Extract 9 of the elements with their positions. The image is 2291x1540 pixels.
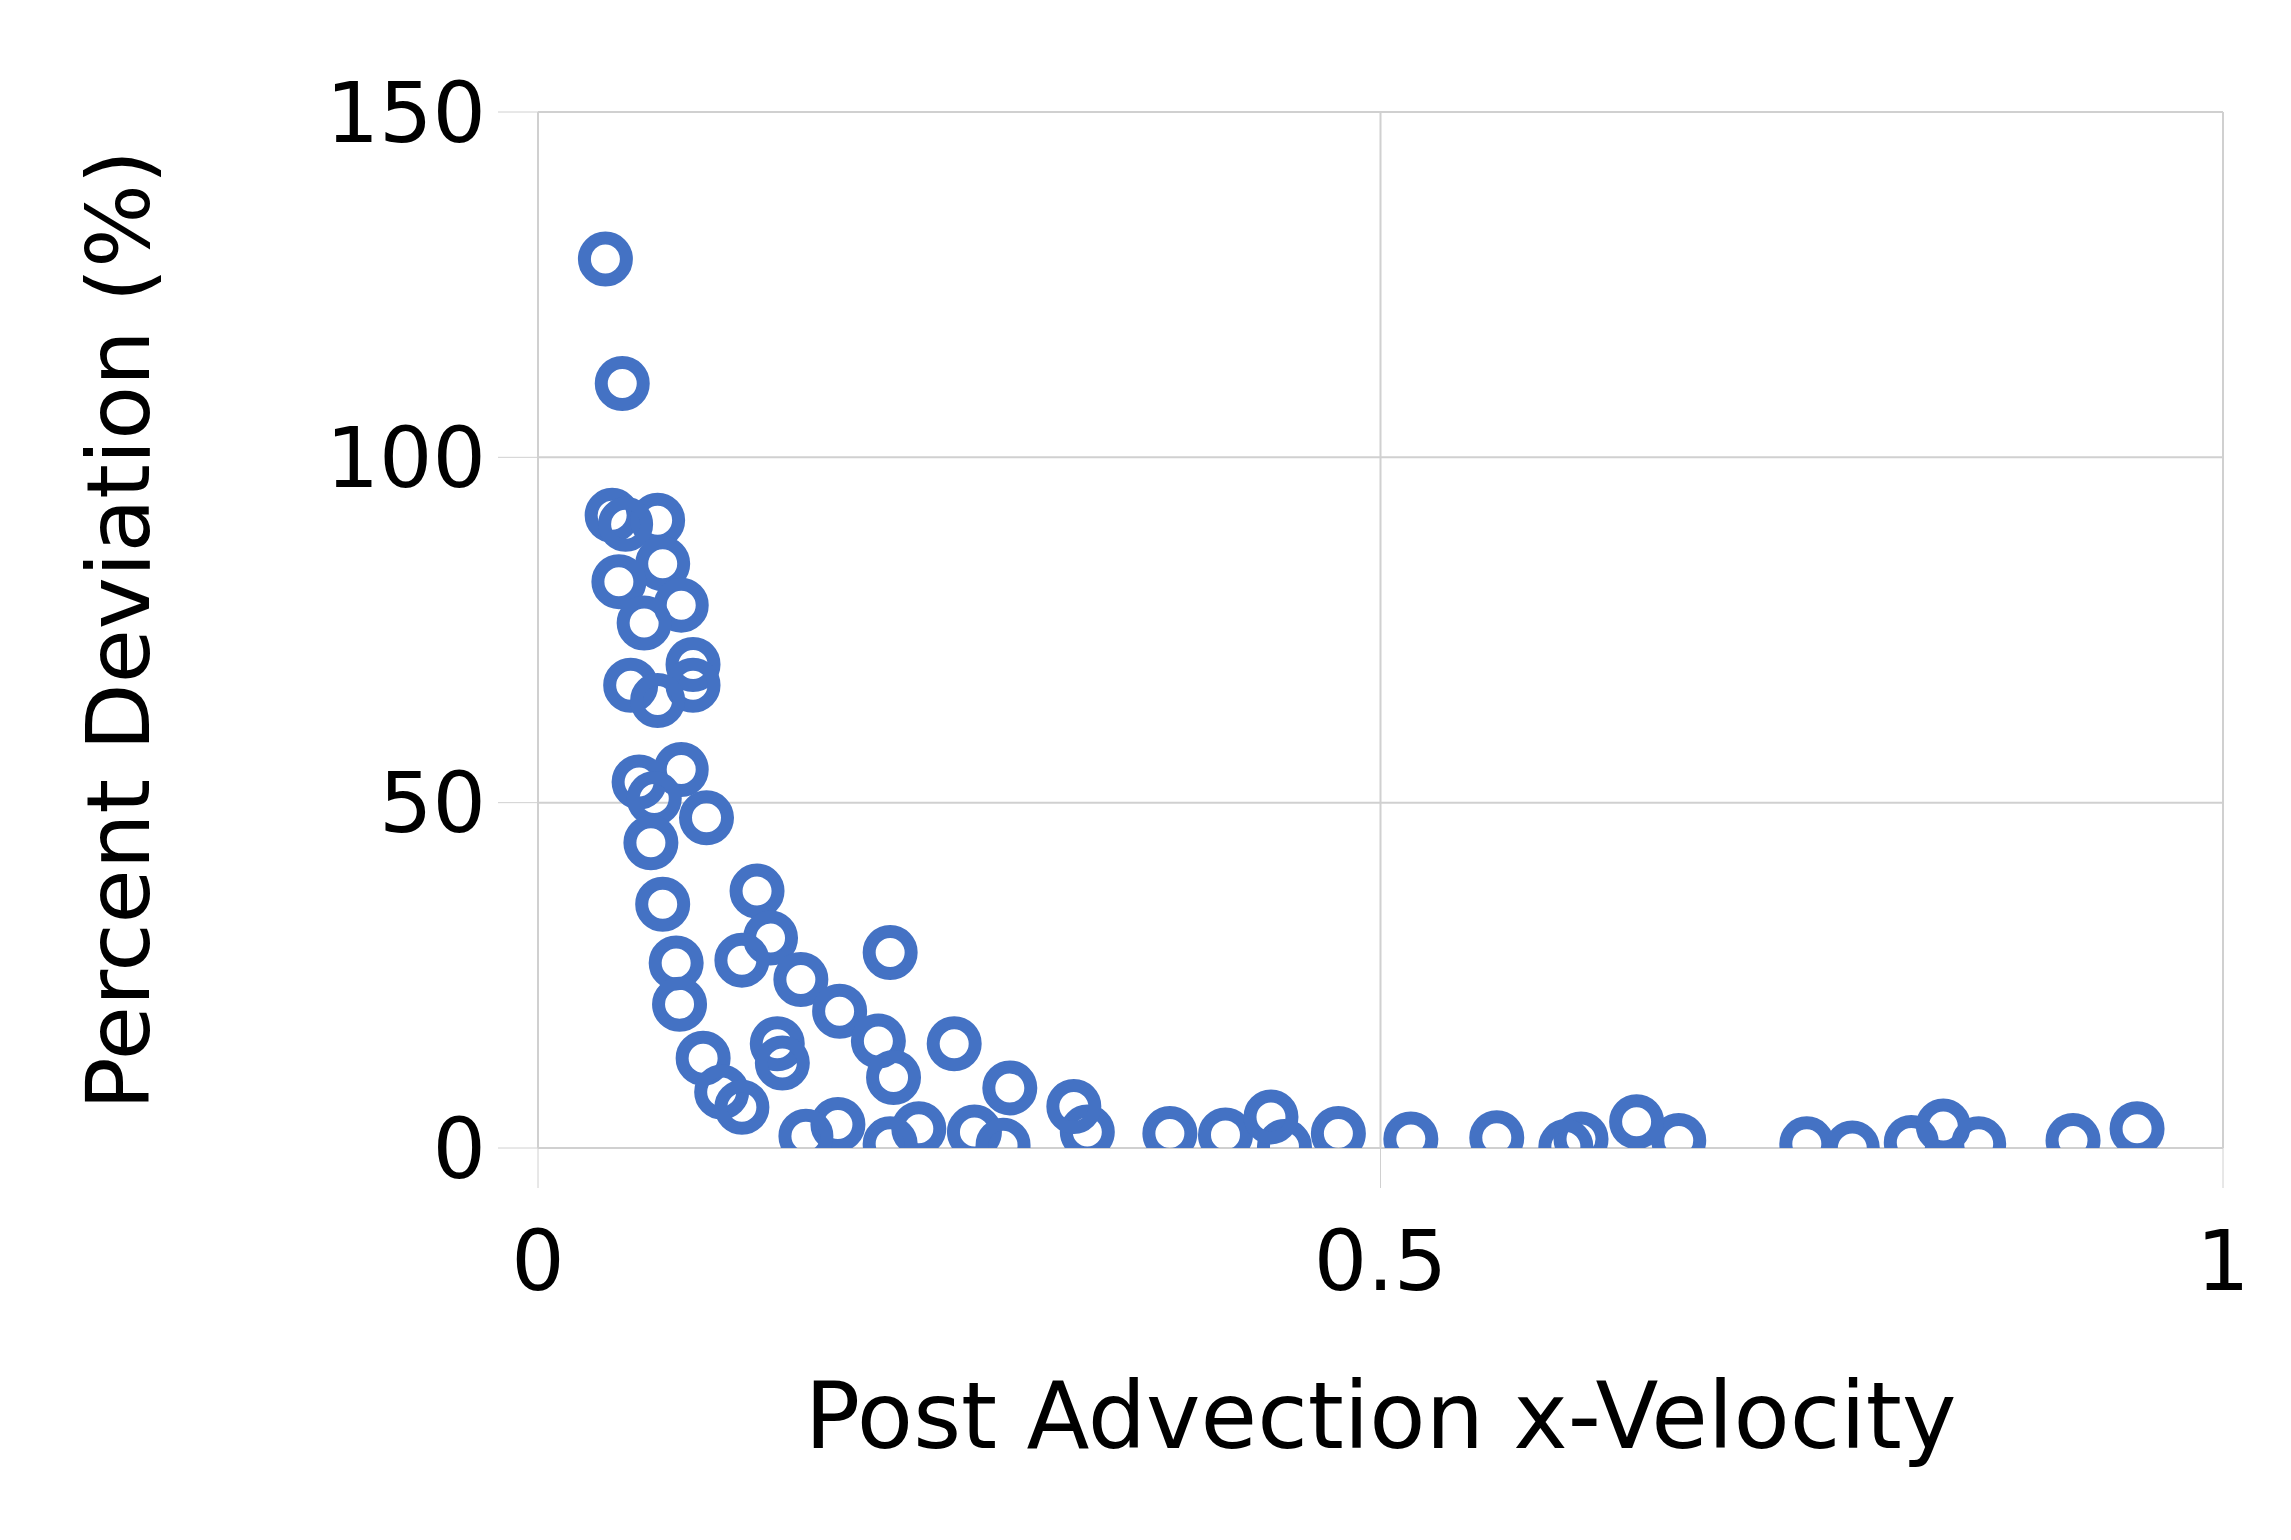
x-tick-label: 0 [511, 1211, 565, 1310]
y-tick-label: 50 [379, 754, 486, 853]
y-tick-label: 100 [325, 409, 486, 508]
x-axis-title: Post Advection x-Velocity [804, 1363, 1957, 1470]
x-tick-label: 0.5 [1313, 1211, 1448, 1310]
y-tick-label: 150 [325, 63, 486, 162]
y-tick-label: 0 [432, 1099, 486, 1198]
x-tick-label: 1 [2196, 1211, 2250, 1310]
y-axis-title: Percent Deviation (%) [67, 149, 171, 1111]
